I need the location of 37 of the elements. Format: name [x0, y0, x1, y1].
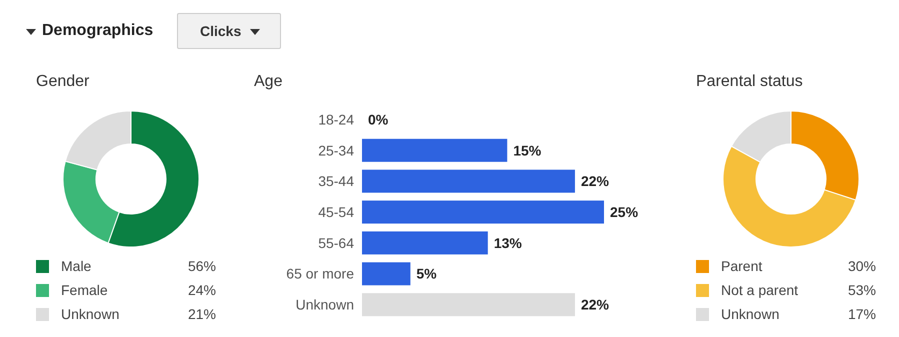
- data-label: 53%: [848, 282, 876, 298]
- y-tick-label: 45-54: [318, 204, 354, 220]
- legend-label: Male: [61, 258, 92, 274]
- legend-label: Not a parent: [721, 282, 798, 298]
- y-tick-label: 65 or more: [286, 266, 354, 282]
- data-label: 21%: [188, 306, 216, 322]
- data-label: 5%: [416, 266, 438, 282]
- data-label: 22%: [580, 296, 610, 313]
- y-tick-label: 18-24: [318, 111, 354, 128]
- bar: [362, 262, 410, 286]
- y-tick-label: 55-64: [318, 234, 354, 251]
- data-label: 24%: [188, 282, 216, 298]
- data-label: 30%: [848, 258, 876, 274]
- data-label: 17%: [848, 306, 876, 322]
- text: Demographics: [42, 22, 154, 40]
- data-label: 13%: [494, 234, 522, 251]
- chart-title: Gender: [36, 73, 90, 91]
- y-tick-label: Unknown: [296, 296, 354, 313]
- data-label: 25%: [610, 204, 639, 220]
- legend-label: Unknown: [721, 306, 780, 322]
- y-tick-label: 25-34: [318, 142, 354, 158]
- legend-label: Parent: [721, 258, 762, 274]
- legend-label: Female: [61, 282, 108, 298]
- data-label: 22%: [580, 173, 610, 190]
- chart-title: Parental status: [696, 73, 803, 91]
- legend-label: Unknown: [61, 306, 120, 322]
- dropdown-button: Clicks: [177, 13, 281, 49]
- bar: [362, 231, 488, 254]
- data-label: 0%: [368, 111, 389, 128]
- bar: [362, 170, 575, 193]
- chart-title: Age: [254, 73, 282, 91]
- data-label: 56%: [188, 258, 216, 274]
- data-label: 15%: [513, 142, 542, 158]
- bar: [362, 138, 508, 162]
- bar: [362, 293, 575, 316]
- y-tick-label: 35-44: [318, 173, 354, 190]
- bar: [362, 200, 604, 224]
